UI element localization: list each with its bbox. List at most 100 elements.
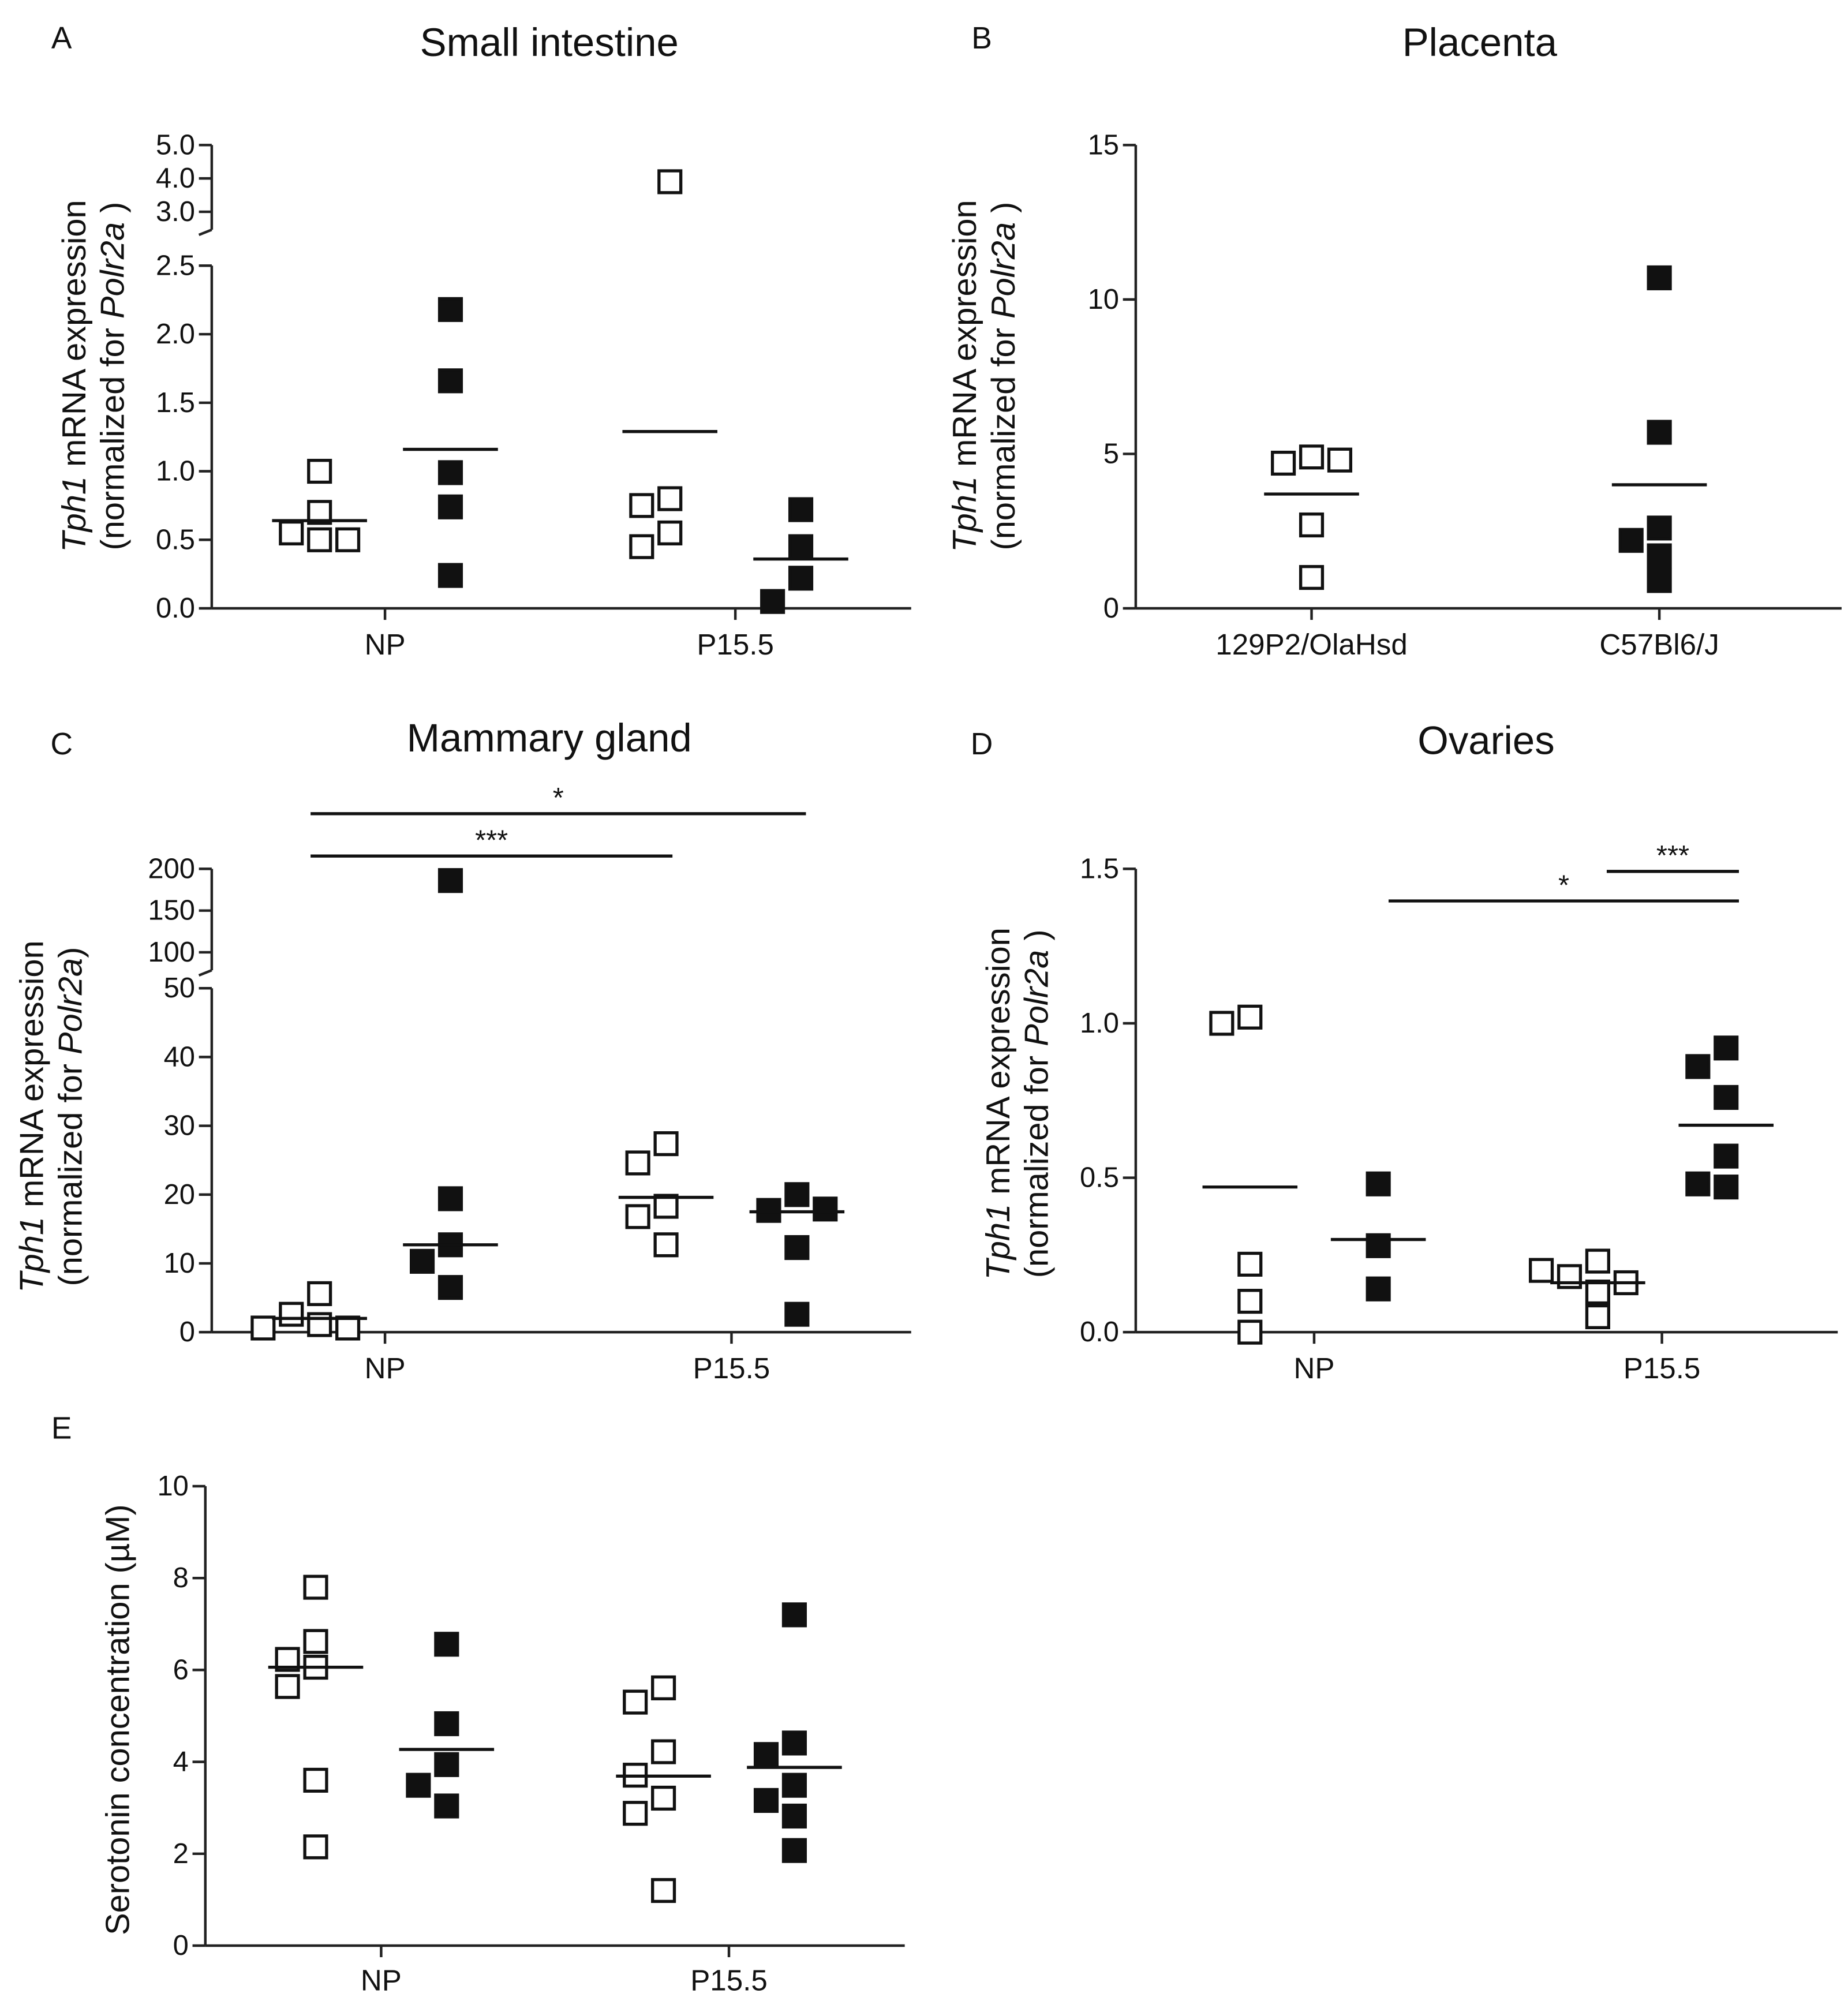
y-tick-label: 5.0 <box>156 129 195 160</box>
x-tick-label: 129P2/OlaHsd <box>1215 628 1408 661</box>
data-point <box>437 494 463 519</box>
x-tick-label: P15.5 <box>690 1964 768 1997</box>
y-axis-label-part: ) <box>95 202 132 222</box>
data-point <box>657 169 683 195</box>
y-axis-label-part: mRNA expression <box>56 200 93 476</box>
y-tick-label: 8 <box>173 1562 189 1594</box>
data-point <box>653 1131 679 1157</box>
significance-label: * <box>1558 870 1569 901</box>
data-point <box>437 368 463 394</box>
data-point <box>434 1711 459 1737</box>
data-point <box>406 1772 431 1798</box>
data-point <box>657 520 683 545</box>
data-point <box>760 589 785 614</box>
y-tick-label: 1.5 <box>156 387 195 418</box>
data-point <box>784 1182 810 1207</box>
axis-break <box>198 969 212 977</box>
data-point <box>1237 1251 1263 1277</box>
y-axis-label: Tph1 mRNA expression <box>14 940 51 1292</box>
y-tick-label: 0 <box>1103 593 1119 624</box>
y-tick-label: 30 <box>164 1110 195 1142</box>
significance-label: *** <box>1656 840 1689 872</box>
x-tick-label: NP <box>361 1964 402 1997</box>
y-axis-label-part: Polr2a <box>95 222 132 319</box>
x-tick-label: P15.5 <box>697 628 774 661</box>
data-point <box>1618 528 1644 553</box>
chart-title: Mammary gland <box>407 716 692 760</box>
data-point <box>1647 568 1672 593</box>
data-point <box>623 1801 648 1826</box>
y-tick-label: 10 <box>164 1248 195 1279</box>
data-point <box>409 1248 435 1274</box>
data-point <box>1209 1011 1235 1036</box>
data-point <box>303 1834 328 1860</box>
y-tick-label: 5 <box>1103 438 1119 469</box>
data-point <box>781 1772 807 1798</box>
y-axis-label-part: Polr2a <box>52 958 89 1054</box>
panel-label: C <box>50 727 73 761</box>
data-point <box>307 1281 332 1306</box>
y-axis-label-part: mRNA expression <box>14 940 51 1217</box>
data-point <box>1714 1035 1739 1061</box>
y-tick-label: 2.5 <box>156 250 195 281</box>
y-axis-label-part: (normalized for <box>52 1054 89 1287</box>
data-point <box>307 527 332 552</box>
y-axis-label: (normalized for Polr2a ) <box>1019 929 1056 1278</box>
data-point <box>1647 265 1672 290</box>
y-tick-label: 1.5 <box>1080 853 1119 884</box>
panel-label: B <box>971 21 992 55</box>
data-point <box>781 1730 807 1756</box>
data-point <box>651 1739 676 1764</box>
data-point <box>250 1315 276 1341</box>
chart-title: Small intestine <box>420 20 679 65</box>
data-point <box>813 1196 838 1222</box>
y-tick-label: 4 <box>173 1747 189 1778</box>
data-point <box>1714 1175 1739 1200</box>
data-point <box>437 460 463 485</box>
x-tick-label: P15.5 <box>1623 1352 1701 1385</box>
data-point <box>437 868 463 893</box>
data-point <box>653 1232 679 1258</box>
data-point <box>781 1602 807 1628</box>
axis-break <box>198 228 212 237</box>
y-tick-label: 10 <box>1088 284 1119 315</box>
y-axis-label-part: Tph1 <box>980 1204 1017 1280</box>
y-tick-label: 0.5 <box>156 524 195 555</box>
y-tick-label: 0.0 <box>1080 1317 1119 1348</box>
y-tick-label: 0.0 <box>156 593 195 624</box>
y-axis-label: (normalized for Polr2a ) <box>95 202 132 551</box>
panel-label: D <box>971 727 993 761</box>
data-point <box>651 1878 676 1903</box>
data-point <box>434 1752 459 1777</box>
y-axis-label: (normalized for Polr2a) <box>52 947 89 1287</box>
y-axis-label-part: Tph1 <box>14 1217 51 1293</box>
data-point <box>1647 420 1672 445</box>
data-point <box>335 527 361 552</box>
y-tick-label: 40 <box>164 1041 195 1072</box>
x-tick-label: NP <box>365 1352 406 1385</box>
y-axis-label-part: (normalized for <box>985 319 1022 551</box>
data-point <box>279 1302 304 1327</box>
data-point <box>753 1742 779 1767</box>
data-point <box>1299 564 1325 590</box>
data-point <box>437 1275 463 1300</box>
y-tick-label: 6 <box>173 1654 189 1685</box>
y-tick-label: 0 <box>173 1930 189 1961</box>
significance-label: * <box>553 783 564 814</box>
data-point <box>1585 1279 1610 1305</box>
data-point <box>784 1235 810 1261</box>
data-point <box>1647 515 1672 541</box>
y-axis-label: (normalized for Polr2a ) <box>985 202 1022 551</box>
data-point <box>625 1150 650 1176</box>
data-point <box>303 1629 328 1654</box>
y-tick-label: 150 <box>148 895 195 926</box>
y-axis-label: Serotonin concentration (µM) <box>100 1504 137 1935</box>
chart-title: Placenta <box>1402 20 1558 65</box>
data-point <box>781 1803 807 1829</box>
y-tick-label: 200 <box>148 853 195 884</box>
y-axis-label: Tph1 mRNA expression <box>980 928 1017 1280</box>
data-point <box>1585 1248 1610 1274</box>
x-tick-label: P15.5 <box>693 1352 770 1385</box>
data-point <box>1685 1054 1711 1079</box>
data-point <box>275 1674 300 1699</box>
